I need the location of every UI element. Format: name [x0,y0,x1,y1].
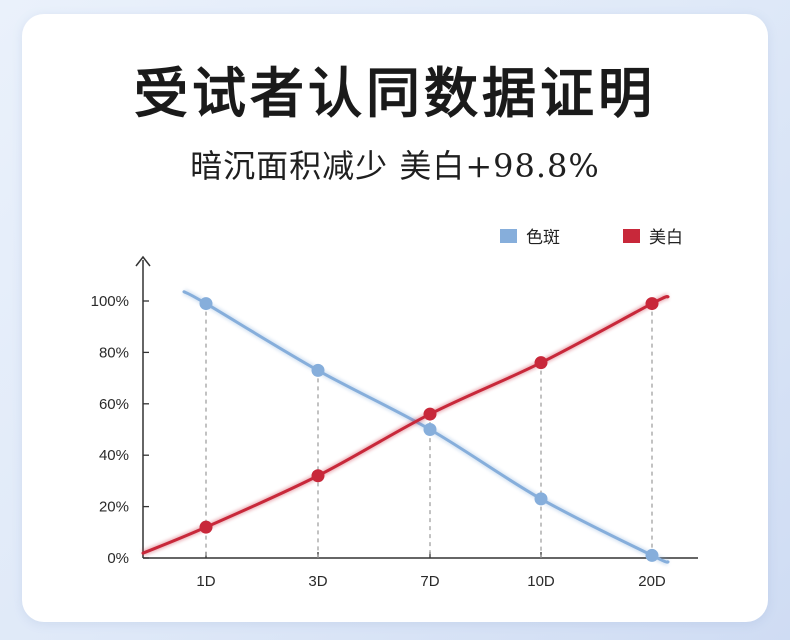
y-tick-label: 20% [99,499,129,516]
x-tick-label: 7D [420,573,439,590]
y-tick-label: 40% [99,447,129,464]
legend-swatch-spots [500,229,517,243]
x-tick-label: 3D [308,573,327,590]
page-title: 受试者认同数据证明 [134,62,656,125]
y-axis-arrow [135,255,151,267]
y-tick-label: 80% [99,344,129,361]
data-point-spots [311,363,325,377]
legend: 色斑 美白 [500,228,683,248]
chart-card [22,14,768,622]
y-tick-label: 100% [91,293,129,310]
data-point-spots [423,423,437,436]
page-subtitle: 暗沉面积减少 美白+98.8% [190,147,600,185]
data-point-whitening [534,356,548,370]
data-point-whitening [423,407,437,421]
data-point-spots [534,492,548,506]
legend-swatch-whitening [623,229,640,243]
data-point-whitening [199,520,213,534]
y-tick-label: 60% [99,396,129,413]
x-tick-label: 20D [638,573,666,590]
legend-label-spots: 色斑 [526,228,560,248]
y-tick-label: 0% [107,550,129,567]
x-tick-label: 1D [196,573,215,590]
data-point-whitening [645,297,659,311]
legend-label-whitening: 美白 [649,228,683,248]
data-point-spots [199,297,213,311]
data-point-spots [645,548,659,562]
x-tick-label: 10D [527,573,555,590]
series-line-glow-whitening [141,293,671,556]
data-point-whitening [311,469,325,483]
